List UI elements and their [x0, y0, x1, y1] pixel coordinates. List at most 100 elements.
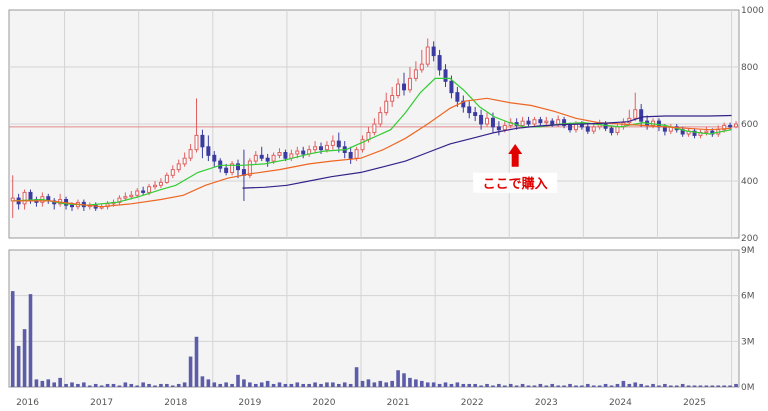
volume-bar [105, 383, 110, 387]
candle-down [449, 80, 454, 94]
volume-bar [443, 382, 448, 387]
x-axis-year-label: 2020 [313, 398, 336, 408]
moving-average-line-short-ma [12, 77, 732, 206]
x-axis-year-label: 2023 [535, 398, 558, 408]
candle-up [129, 194, 134, 198]
candle-up [253, 154, 258, 162]
volume-bar [354, 367, 359, 387]
candle-up [182, 157, 187, 165]
volume-bar [200, 376, 205, 387]
candle-up [147, 186, 152, 193]
candle-down [437, 55, 442, 71]
volume-bar [728, 385, 732, 387]
volume-bar [651, 383, 655, 387]
volume-bar [722, 385, 726, 387]
candle-up [396, 83, 401, 96]
volume-bar [52, 382, 57, 387]
volume-bar [414, 379, 418, 387]
volume-bar [425, 382, 430, 387]
price-y-tick-label: 600 [741, 120, 758, 130]
candle-down [206, 146, 211, 156]
volume-bar [325, 382, 329, 387]
volume-bar [64, 383, 68, 387]
candle-up [485, 117, 490, 125]
candle-up [425, 46, 430, 65]
price-y-tick-label: 400 [741, 177, 758, 187]
candle-down [728, 124, 733, 128]
candle-down [692, 130, 697, 136]
candle-down [218, 160, 223, 169]
candle-up [704, 130, 709, 134]
candle-up [123, 196, 128, 199]
volume-bar [615, 383, 620, 387]
candle-down [200, 134, 205, 148]
annotation-label: ここで購入 [483, 176, 548, 192]
candle-up [722, 124, 727, 131]
volume-bar [147, 383, 151, 387]
candle-up [230, 163, 235, 173]
volume-bar [390, 380, 394, 387]
volume-bar [597, 385, 602, 387]
moving-average-line-mid-ma [12, 97, 732, 208]
candle-down [461, 100, 466, 108]
volume-bar [449, 383, 454, 387]
volume-bar [591, 385, 596, 387]
volume-bar [141, 382, 145, 387]
volume-bar [372, 382, 377, 387]
volume-y-tick-label: 0M [741, 383, 755, 393]
volume-bar [420, 380, 424, 387]
volume-bar [46, 379, 51, 387]
candle-up [419, 63, 424, 71]
annotation-label-background [473, 172, 558, 193]
volume-bar [627, 383, 632, 387]
candle-up [407, 77, 412, 91]
volume-bar [538, 383, 543, 387]
candle-down [431, 46, 436, 57]
candle-up [384, 100, 389, 114]
volume-bar [603, 383, 608, 387]
candle-down [479, 114, 484, 125]
x-axis-year-label: 2025 [683, 398, 706, 408]
volume-bar [331, 382, 335, 387]
x-axis-year-label: 2016 [16, 398, 39, 408]
volume-bar [248, 382, 252, 387]
volume-bar [10, 291, 15, 387]
candle-down [348, 152, 353, 159]
volume-bar [34, 379, 39, 387]
volume-bar [431, 382, 436, 387]
volume-bar [680, 383, 685, 387]
candle-up [372, 123, 377, 134]
annotation-arrow-icon [508, 143, 523, 167]
volume-bar [402, 373, 406, 387]
volume-bar [212, 382, 217, 387]
volume-bar [704, 385, 709, 387]
volume-bar [657, 385, 661, 387]
volume-bar [242, 379, 246, 387]
price-y-tick-label: 800 [741, 63, 758, 73]
candle-up [354, 149, 359, 159]
candle-up [22, 191, 27, 205]
volume-bar [165, 383, 169, 387]
volume-bar [396, 370, 400, 387]
candle-down [562, 119, 567, 126]
candle-up [170, 169, 175, 176]
volume-bar [117, 385, 122, 387]
volume-bar [76, 383, 80, 387]
candle-up [295, 150, 300, 155]
volume-bar [271, 383, 276, 387]
candle-up [556, 119, 561, 125]
candle-up [153, 184, 157, 188]
volume-bar [734, 383, 738, 387]
candle-up [194, 134, 199, 151]
candle-up [176, 163, 181, 171]
volume-bar [526, 385, 531, 387]
candle-down [609, 127, 614, 134]
volume-bar [686, 385, 691, 387]
candle-up [544, 120, 549, 124]
volume-bar [206, 379, 211, 387]
volume-bar [230, 383, 234, 387]
volume-bar [669, 385, 673, 387]
candle-down [319, 146, 324, 151]
volume-y-tick-label: 9M [741, 246, 755, 256]
